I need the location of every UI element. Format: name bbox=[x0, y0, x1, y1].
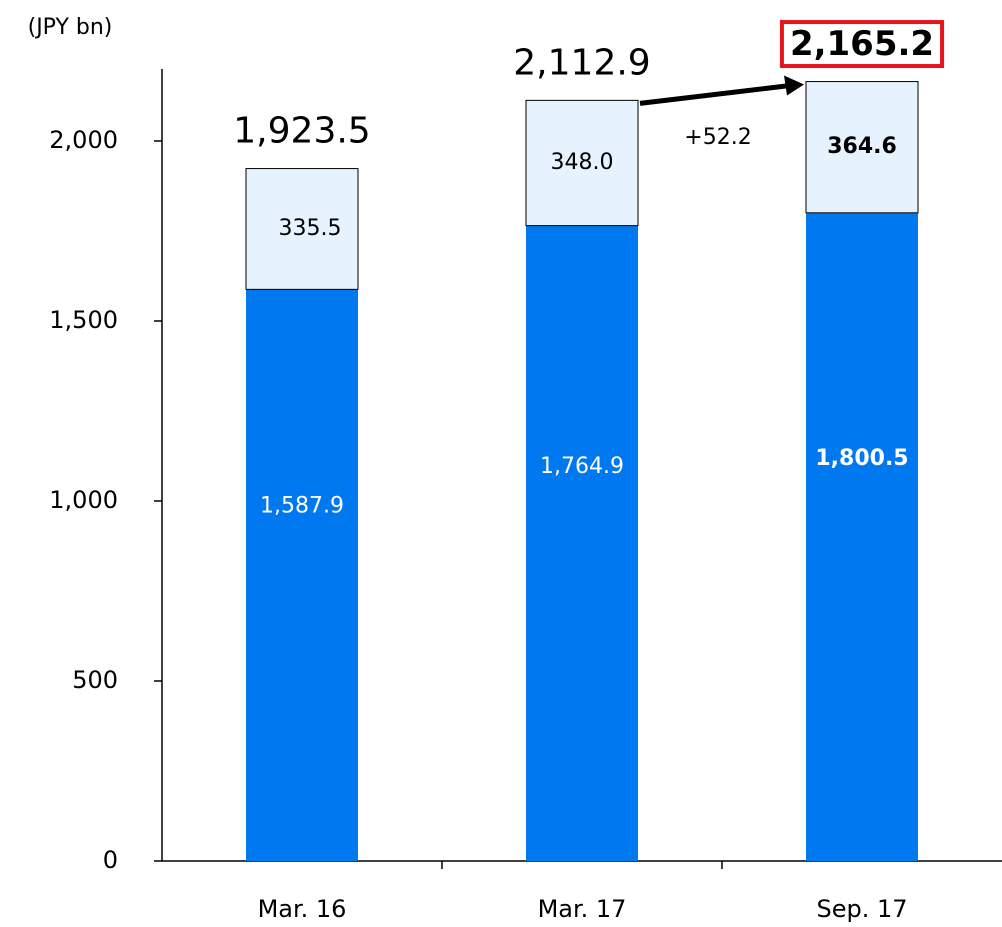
change-annotation: +52.2 bbox=[684, 125, 751, 150]
bar-segment bbox=[245, 168, 359, 290]
total-label: 2,112.9 bbox=[513, 42, 650, 83]
x-tick-label: Mar. 17 bbox=[538, 895, 627, 923]
y-tick-label: 1,000 bbox=[49, 486, 118, 514]
value-label: 1,800.5 bbox=[815, 446, 908, 471]
total-label: 2,165.2 bbox=[790, 24, 934, 64]
total-label: 1,923.5 bbox=[233, 111, 370, 152]
bar-segment bbox=[526, 225, 638, 862]
x-tick-label: Mar. 16 bbox=[258, 895, 347, 923]
y-tick-label: 1,500 bbox=[49, 306, 118, 334]
value-label: 348.0 bbox=[551, 150, 614, 175]
y-axis-label: (JPY bn) bbox=[28, 15, 113, 40]
highlight-box bbox=[779, 20, 945, 69]
bar-segment bbox=[806, 212, 918, 861]
y-tick-label: 0 bbox=[103, 846, 118, 874]
y-tick-label: 2,000 bbox=[49, 126, 118, 154]
bar-segment bbox=[525, 99, 639, 227]
x-tick-label: Sep. 17 bbox=[816, 895, 907, 923]
value-label: 335.5 bbox=[279, 216, 342, 241]
value-label: 1,587.9 bbox=[260, 494, 344, 519]
change-arrow bbox=[639, 83, 791, 106]
value-label: 364.6 bbox=[827, 134, 897, 159]
value-label: 1,764.9 bbox=[540, 454, 624, 479]
bar-segment bbox=[246, 289, 358, 862]
y-tick-label: 500 bbox=[72, 666, 118, 694]
bar-segment bbox=[805, 81, 919, 214]
arrow-head bbox=[784, 75, 804, 96]
